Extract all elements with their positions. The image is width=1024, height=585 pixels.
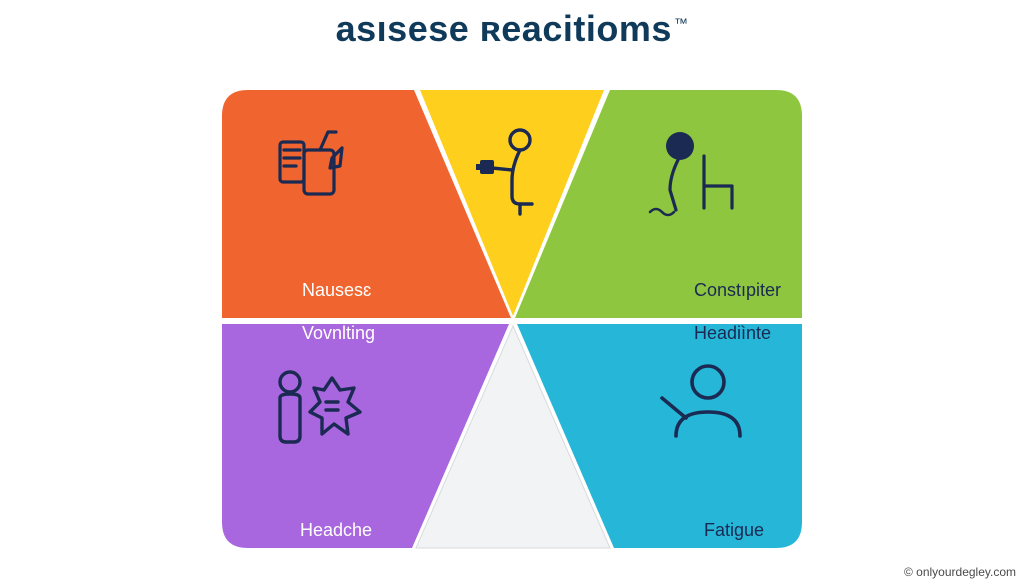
fatigue-icon — [652, 362, 752, 448]
tile-cyan-label: Fatigue — [664, 498, 764, 563]
title-text: asısese ʀeacitioms — [336, 8, 672, 49]
tile-cyan: Fatigue — [222, 90, 802, 550]
infographic-stage: Nausesɛ Vovnlting — [222, 90, 802, 550]
page-title: asısese ʀeacitioms™ — [0, 0, 1024, 50]
tiles-overlay: Nausesɛ Vovnlting — [222, 90, 802, 550]
footer-credit: © onlyourdegley.com — [904, 565, 1016, 579]
tile-cyan-label-text: Fatigue — [704, 520, 764, 540]
trademark: ™ — [674, 15, 689, 31]
